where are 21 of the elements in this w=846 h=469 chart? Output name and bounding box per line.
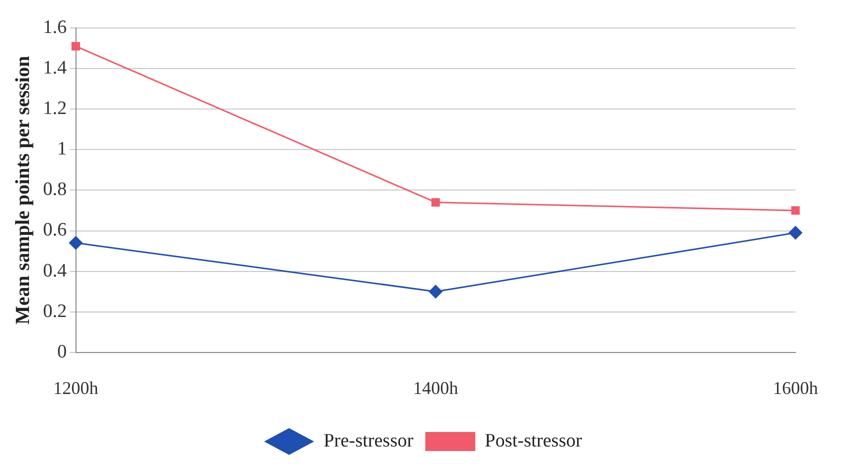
point — [788, 226, 802, 240]
y-tick-label: 1.6 — [43, 16, 67, 38]
y-tick-label: 0.6 — [43, 220, 67, 241]
point — [791, 206, 800, 215]
point — [68, 236, 83, 250]
y-axis-title: Mean sample points per session — [12, 56, 34, 324]
point — [72, 42, 80, 50]
x-tick-label: 1400h — [413, 378, 458, 398]
y-tick-label: 1.4 — [43, 58, 68, 79]
y-tick-label: 0 — [57, 341, 67, 362]
legend-label: Pre-stressor — [324, 430, 414, 452]
x-tick-label: 1600h — [773, 378, 818, 398]
legend-label: Post-stressor — [484, 430, 583, 452]
y-tick-label: 0.2 — [43, 300, 67, 322]
y-tick-label: 1 — [57, 138, 67, 160]
point — [431, 198, 440, 207]
y-tick-label: 0.4 — [43, 260, 68, 282]
y-tick-label: 0.8 — [43, 179, 67, 200]
x-tick-label: 1200h — [53, 378, 98, 398]
y-tick-label: 1.2 — [43, 98, 67, 120]
point — [428, 284, 443, 299]
